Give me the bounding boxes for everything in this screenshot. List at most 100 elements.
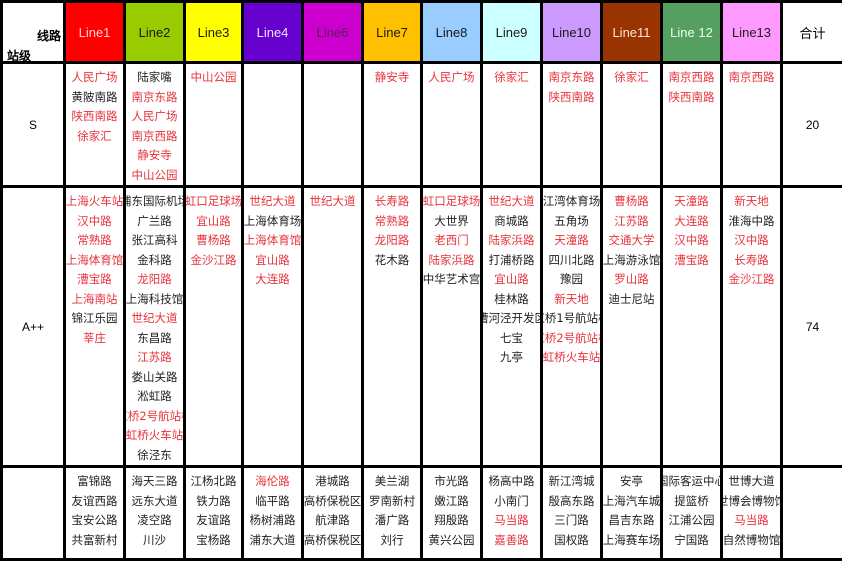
station-name: 航津路: [315, 511, 350, 531]
station-cell: 徐家汇: [602, 63, 662, 187]
station-name: 虹桥火车站: [126, 426, 184, 446]
station-cell: 虹口足球场大世界老西门陆家浜路中华艺术宫: [422, 187, 482, 467]
station-name: 马当路: [494, 511, 529, 531]
station-name: 天潼路: [674, 192, 709, 212]
station-cell: 中山公园: [185, 63, 243, 187]
station-name: 江浦公园: [669, 511, 715, 531]
station-name: 世纪大道: [250, 192, 296, 212]
station-name: 宝杨路: [196, 531, 231, 551]
station-name: 淮海中路: [729, 212, 775, 232]
station-cell: 国际客运中心提篮桥江浦公园宁国路: [662, 467, 722, 560]
station-cell: 杨高中路小南门马当路嘉善路: [482, 467, 542, 560]
station-name: 徐家汇: [614, 68, 649, 88]
station-name: 中华艺术宫: [423, 270, 481, 290]
station-name: 昌吉东路: [609, 511, 655, 531]
station-name: 世纪大道: [489, 192, 535, 212]
level-total: 74: [782, 187, 842, 467]
station-name: 港城路: [315, 472, 350, 492]
station-name: 浦东国际机场: [125, 192, 185, 212]
station-name: 龙阳路: [137, 270, 172, 290]
station-name: 新江湾城: [549, 472, 595, 492]
station-name: 江湾体育场: [543, 192, 601, 212]
station-name: 豫园: [560, 270, 583, 290]
line-header-line13: Line13: [722, 2, 782, 63]
level-label: A++: [2, 187, 65, 467]
line-axis-label: 线路: [37, 27, 61, 44]
station-name: 马当路: [734, 511, 769, 531]
station-cell: 人民广场: [422, 63, 482, 187]
station-name: 上海南站: [72, 290, 118, 310]
station-cell: 港城路外高桥保税区北航津路外高桥保税区南: [303, 467, 363, 560]
station-name: 友谊西路: [72, 492, 118, 512]
station-name: 海伦路: [255, 472, 290, 492]
station-name: 人民广场: [72, 68, 118, 88]
station-name: 天潼路: [554, 231, 589, 251]
station-name: 上海游泳馆: [603, 251, 661, 271]
station-name: 杨树浦路: [250, 511, 296, 531]
station-name: 南京东路: [549, 68, 595, 88]
station-name: 陕西南路: [669, 88, 715, 108]
station-name: 川沙: [143, 531, 166, 551]
station-name: 花木路: [375, 251, 410, 271]
level-total: 20: [782, 63, 842, 187]
level-row: A++上海火车站汉中路常熟路上海体育馆漕宝路上海南站锦江乐园莘庄浦东国际机场广兰…: [2, 187, 842, 467]
station-name: 上海科技馆: [126, 290, 184, 310]
station-name: 静安寺: [375, 68, 410, 88]
station-name: 迪士尼站: [609, 290, 655, 310]
station-name: 新天地: [734, 192, 769, 212]
station-cell: 海伦路临平路杨树浦路浦东大道: [243, 467, 303, 560]
station-name: 友谊路: [196, 511, 231, 531]
station-name: 常熟路: [77, 231, 112, 251]
station-cell: [243, 63, 303, 187]
station-name: 临平路: [255, 492, 290, 512]
station-name: 桂林路: [494, 290, 529, 310]
station-name: 黄陂南路: [72, 88, 118, 108]
station-name: 殷高东路: [549, 492, 595, 512]
station-name: 商城路: [494, 212, 529, 232]
station-name: 提篮桥: [674, 492, 709, 512]
station-name: 上海汽车城: [603, 492, 661, 512]
station-name: 虹桥火车站: [543, 348, 601, 368]
station-cell: 虹口足球场宜山路曹杨路金沙江路: [185, 187, 243, 467]
station-name: 宜山路: [196, 212, 231, 232]
station-name: 虹桥1号航站楼: [542, 309, 602, 329]
station-name: 龙阳路: [375, 231, 410, 251]
station-cell: 市光路嫩江路翔殷路黄兴公园: [422, 467, 482, 560]
station-name: 漕宝路: [77, 270, 112, 290]
station-name: 江苏路: [137, 348, 172, 368]
station-name: 长寿路: [734, 251, 769, 271]
station-name: 大连路: [674, 212, 709, 232]
station-name: 三门路: [554, 511, 589, 531]
station-name: 上海赛车场: [603, 531, 661, 551]
station-name: 人民广场: [132, 107, 178, 127]
station-name: 世纪大道: [132, 309, 178, 329]
station-name: 陕西南路: [549, 88, 595, 108]
level-total: [782, 467, 842, 560]
station-name: 外高桥保税区南: [303, 531, 363, 551]
level-row: 富锦路友谊西路宝安公路共富新村海天三路远东大道凌空路川沙江杨北路铁力路友谊路宝杨…: [2, 467, 842, 560]
station-name: 国权路: [554, 531, 589, 551]
station-cell: 浦东国际机场广兰路张江高科金科路龙阳路上海科技馆世纪大道东昌路江苏路娄山关路淞虹…: [125, 187, 185, 467]
station-name: 江苏路: [614, 212, 649, 232]
station-cell: 静安寺: [363, 63, 422, 187]
station-name: 嫩江路: [434, 492, 469, 512]
station-cell: 人民广场黄陂南路陕西南路徐家汇: [65, 63, 125, 187]
station-name: 南京西路: [669, 68, 715, 88]
station-cell: 徐家汇: [482, 63, 542, 187]
station-name: 虹口足球场: [185, 192, 243, 212]
station-name: 小南门: [494, 492, 529, 512]
station-name: 娄山关路: [132, 368, 178, 388]
station-cell: 曹杨路江苏路交通大学上海游泳馆罗山路迪士尼站: [602, 187, 662, 467]
station-cell: 海天三路远东大道凌空路川沙: [125, 467, 185, 560]
station-cell: 江湾体育场五角场天潼路四川北路豫园新天地虹桥1号航站楼虹桥2号航站楼虹桥火车站: [542, 187, 602, 467]
station-name: 老西门: [434, 231, 469, 251]
station-name: 广兰路: [137, 212, 172, 232]
station-name: 静安寺: [137, 146, 172, 166]
station-name: 大连路: [255, 270, 290, 290]
station-name: 南京东路: [132, 88, 178, 108]
station-name: 陆家浜路: [489, 231, 535, 251]
line-header-line1: Line1: [65, 2, 125, 63]
station-name: 世博大道: [729, 472, 775, 492]
